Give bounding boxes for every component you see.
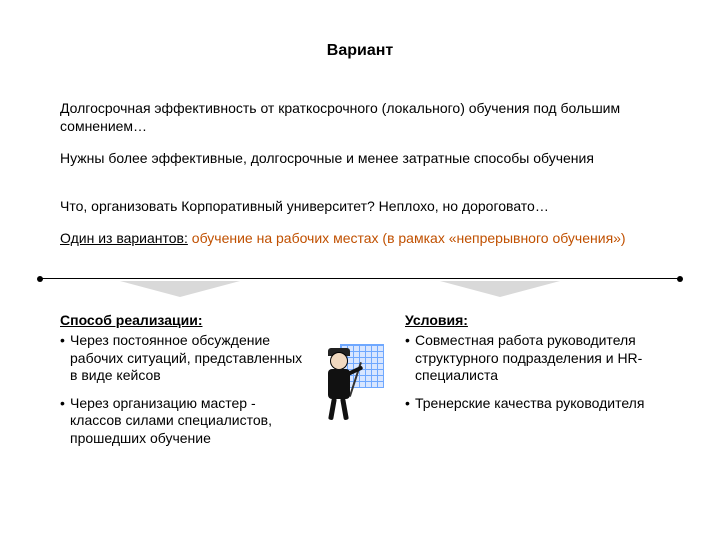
right-heading: Условия: bbox=[405, 312, 675, 328]
presenter-clipart-icon bbox=[320, 342, 390, 422]
right-list: Совместная работа руководителя структурн… bbox=[405, 332, 675, 412]
list-item: Через организацию мастер - классов силам… bbox=[60, 395, 310, 448]
arrow-down-right-icon bbox=[440, 281, 560, 297]
p4-label: Один из вариантов: bbox=[60, 230, 188, 246]
horizontal-divider bbox=[40, 278, 680, 279]
paragraph-4: Один из вариантов: обучение на рабочих м… bbox=[60, 230, 660, 248]
paragraph-2: Нужны более эффективные, долгосрочные и … bbox=[60, 150, 660, 168]
paragraph-3: Что, организовать Корпоративный универси… bbox=[60, 198, 660, 216]
left-list: Через постоянное обсуждение рабочих ситу… bbox=[60, 332, 310, 447]
list-item: Совместная работа руководителя структурн… bbox=[405, 332, 675, 385]
arrow-down-left-icon bbox=[120, 281, 240, 297]
left-column: Способ реализации: Через постоянное обсу… bbox=[60, 312, 310, 457]
left-heading: Способ реализации: bbox=[60, 312, 310, 328]
list-item: Тренерские качества руководителя bbox=[405, 395, 675, 413]
right-column: Условия: Совместная работа руководителя … bbox=[405, 312, 675, 422]
person-icon bbox=[320, 352, 360, 422]
paragraph-1: Долгосрочная эффективность от краткосроч… bbox=[60, 100, 660, 135]
list-item: Через постоянное обсуждение рабочих ситу… bbox=[60, 332, 310, 385]
slide-title: Вариант bbox=[0, 42, 720, 60]
p4-accent-text: обучение на рабочих местах (в рамках «не… bbox=[188, 230, 626, 246]
